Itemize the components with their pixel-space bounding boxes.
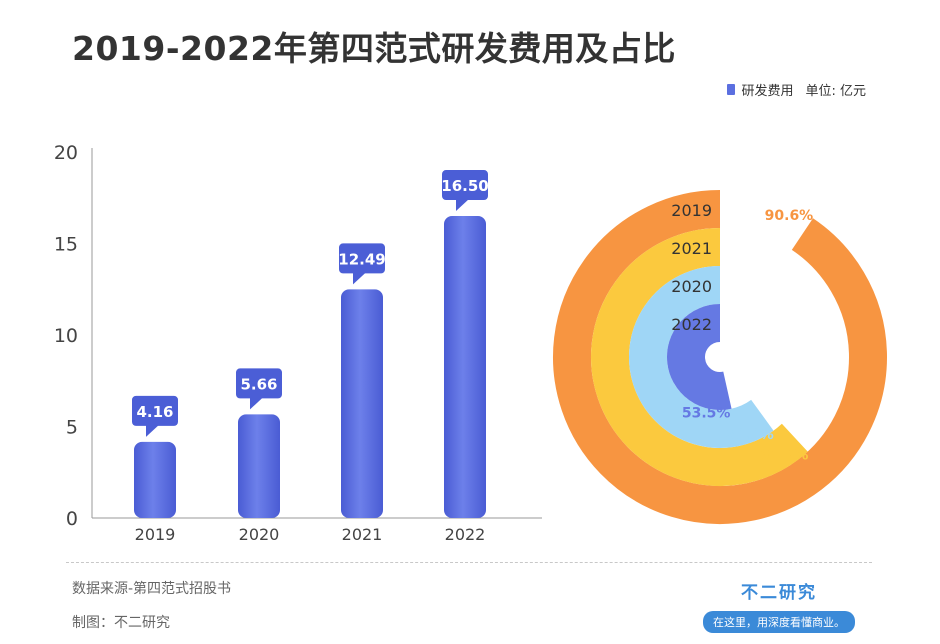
ring-value-label: 60.0% <box>725 427 774 443</box>
y-tick-label: 5 <box>66 417 78 439</box>
bar-value-label-pointer <box>250 397 263 410</box>
ring-value-label: 90.6% <box>765 208 814 224</box>
y-tick-label: 20 <box>54 142 78 164</box>
bar-value-label-bg <box>236 368 282 399</box>
x-tick-label: 2019 <box>135 525 176 544</box>
ring-2022 <box>667 304 732 410</box>
legend: 研发费用 单位: 亿元 <box>727 80 866 99</box>
bar-chart: 0 5 10 15 20 4.16 2019 5.66 2020 12.49 2021 16.50 20… <box>54 142 542 544</box>
bar-value-label-bg <box>339 243 385 274</box>
bar-value-label: 12.49 <box>338 250 385 268</box>
chart-title: 2019-2022年第四范式研发费用及占比 <box>72 29 676 68</box>
bar-value-label-pointer <box>456 199 469 212</box>
bar-value-label: 5.66 <box>240 375 277 393</box>
bar-value-label-bg <box>442 170 488 201</box>
ring-year-label: 2021 <box>671 239 712 258</box>
legend-series-label: 研发费用 <box>741 84 794 99</box>
bar-value-label-bg <box>132 395 178 426</box>
bar <box>134 441 176 518</box>
x-tick-label: 2020 <box>239 525 280 544</box>
bar <box>238 414 280 518</box>
ring-2019 <box>553 190 887 524</box>
y-tick-label: 15 <box>54 234 78 256</box>
ring-year-label: 2019 <box>671 201 712 220</box>
bar <box>341 289 383 518</box>
ring-value-label: 53.5% <box>682 406 731 422</box>
y-tick-label: 0 <box>66 508 78 530</box>
legend-unit-label: 单位: 亿元 <box>805 84 866 99</box>
chart-maker: 制图：不二研究 <box>72 615 170 631</box>
x-tick-label: 2021 <box>342 525 383 544</box>
legend-swatch <box>727 84 736 95</box>
ring-2021 <box>591 228 808 486</box>
ring-year-label: 2020 <box>671 277 712 296</box>
bar-value-label: 16.50 <box>441 177 488 195</box>
bar-value-label-pointer <box>353 272 366 285</box>
brand-slogan: 在这里，用深度看懂商业。 <box>703 611 855 633</box>
bar <box>444 216 486 519</box>
footer-divider <box>66 562 872 563</box>
ring-value-label: 61.9% <box>760 448 809 464</box>
y-tick-label: 10 <box>54 325 78 347</box>
brand-name: 不二研究 <box>741 583 817 603</box>
ring-chart: 2019 90.6% 2021 61.9% 2020 60.0% 2022 53.5% <box>553 190 887 524</box>
bar-value-label-pointer <box>146 424 159 437</box>
brand-logo: 不二研究 在这里，用深度看懂商业。 <box>686 578 872 634</box>
x-tick-label: 2022 <box>445 525 486 544</box>
ring-2020 <box>629 266 774 448</box>
bar-value-label: 4.16 <box>136 403 173 421</box>
data-source: 数据来源-第四范式招股书 <box>72 581 232 597</box>
ring-year-label: 2022 <box>671 315 712 334</box>
